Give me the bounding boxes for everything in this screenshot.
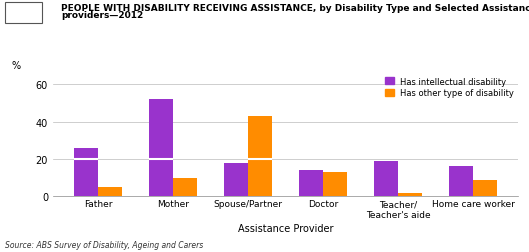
Text: PEOPLE WITH DISABILITY RECEIVING ASSISTANCE, by Disability Type and Selected Ass: PEOPLE WITH DISABILITY RECEIVING ASSISTA… [61,4,529,13]
Bar [74,148,98,197]
Bar [149,100,173,197]
Text: providers—2012: providers—2012 [61,11,143,20]
Bar [224,163,248,197]
Text: %: % [11,61,20,71]
X-axis label: Assistance Provider: Assistance Provider [238,223,333,233]
Text: 3: 3 [20,8,28,18]
Bar [323,172,347,197]
Text: Source: ABS Survey of Disability, Ageing and Carers: Source: ABS Survey of Disability, Ageing… [5,240,204,249]
Bar [299,171,323,197]
Bar [248,116,272,197]
Bar [473,180,497,197]
Bar [374,161,398,197]
Bar [98,187,122,197]
Bar [173,178,197,197]
Bar [449,167,473,197]
Bar [398,193,422,197]
Legend: Has intellectual disability, Has other type of disability: Has intellectual disability, Has other t… [386,77,514,98]
